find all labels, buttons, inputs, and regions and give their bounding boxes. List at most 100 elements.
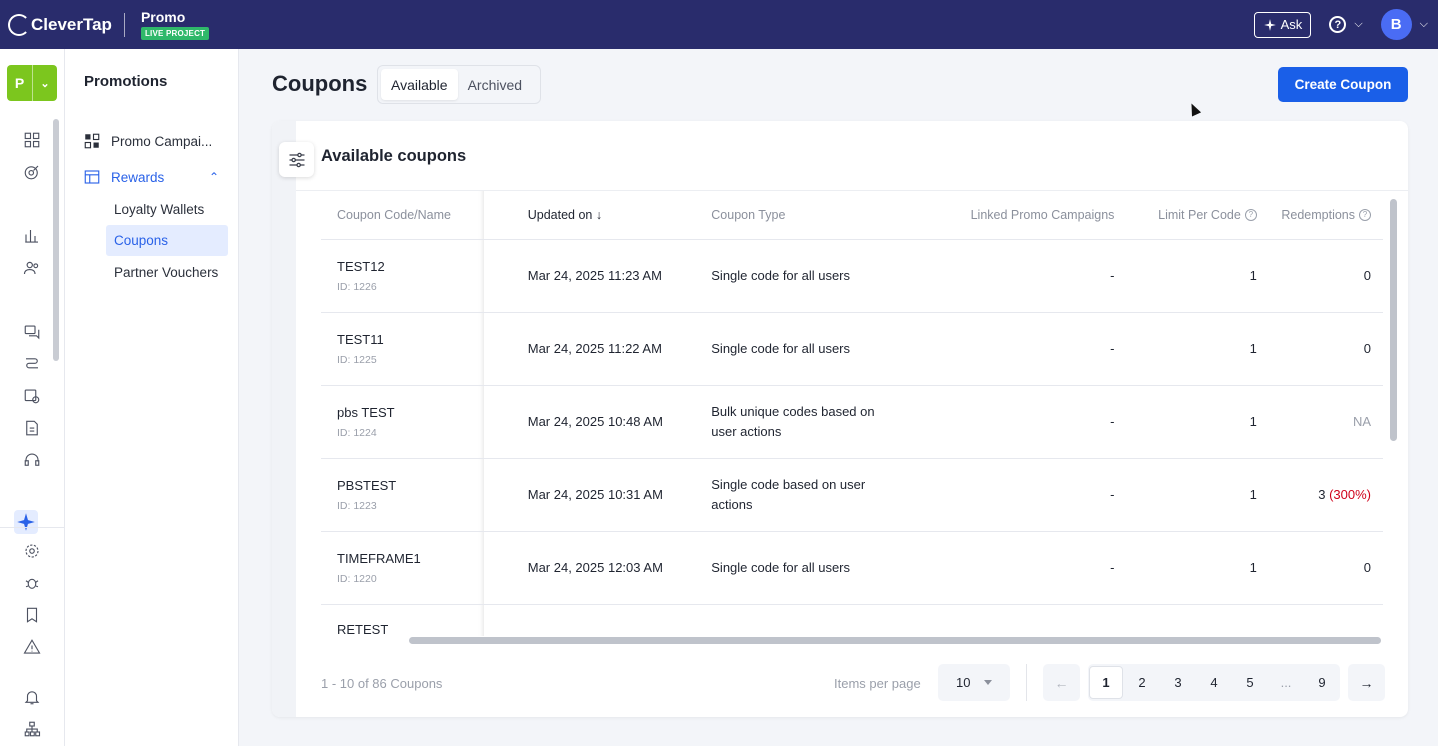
table-row[interactable]: TIMEFRAME1 ID: 1220 Mar 24, 2025 12:03 AM… <box>321 531 1383 605</box>
logo-mark-icon <box>8 13 30 36</box>
catalog-icon[interactable] <box>22 418 42 438</box>
table-header-row: Coupon Code/Name Updated on ↓ Coupon Typ… <box>321 191 1383 240</box>
user-avatar[interactable]: B <box>1380 9 1412 40</box>
users-icon[interactable] <box>22 258 42 278</box>
coupons-table: Coupon Code/Name Updated on ↓ Coupon Typ… <box>321 191 1383 636</box>
prev-page-arrow-icon[interactable]: ← <box>1043 664 1080 701</box>
coupon-name-cell: TEST12 ID: 1226 <box>321 239 484 313</box>
table-row[interactable]: PBSTEST ID: 1223 Mar 24, 2025 10:31 AM Si… <box>321 458 1383 532</box>
limit-per-code-cell: 1 <box>1114 239 1257 313</box>
redemptions-value: NA <box>1352 414 1371 429</box>
docs-bookmark-icon[interactable] <box>22 605 42 625</box>
items-per-page-value: 10 <box>956 675 971 690</box>
coupon-name[interactable]: TIMEFRAME1 <box>337 550 421 566</box>
coupon-type-cell: Bulk unique codes based on user actions <box>691 385 911 459</box>
col-limit-per-code[interactable]: Limit Per Code? <box>1114 191 1257 240</box>
table-row[interactable]: TEST11 ID: 1225 Mar 24, 2025 11:22 AM Sin… <box>321 312 1383 386</box>
table-horizontal-scrollbar[interactable] <box>409 637 1381 644</box>
tab-available[interactable]: Available <box>381 69 458 100</box>
coupon-name-cell: RETEST <box>321 604 484 636</box>
page-5[interactable]: 5 <box>1246 675 1254 690</box>
table-row[interactable]: pbs TEST ID: 1224 Mar 24, 2025 10:48 AM B… <box>321 385 1383 459</box>
chevron-up-icon[interactable]: ⌃ <box>209 170 220 184</box>
ask-button[interactable]: Ask <box>1253 11 1312 38</box>
coupons-card: Available coupons Coupon Code/Name Updat… <box>272 121 1408 717</box>
debug-bug-icon[interactable] <box>22 573 42 593</box>
coupon-id: ID: 1226 <box>337 280 377 293</box>
info-icon[interactable]: ? <box>1244 209 1257 222</box>
nav-loyalty-wallets[interactable]: Loyalty Wallets <box>114 202 205 217</box>
table-vertical-scrollbar[interactable] <box>1390 199 1397 441</box>
redemptions-cell: 0 <box>1256 531 1383 605</box>
analytics-bar-icon[interactable] <box>22 226 42 246</box>
coupon-name[interactable]: pbs TEST <box>337 404 395 420</box>
support-icon[interactable] <box>22 450 42 470</box>
info-icon[interactable]: ? <box>1359 209 1371 222</box>
col-redemptions[interactable]: Redemptions? <box>1256 191 1383 240</box>
notifications-bell-icon[interactable] <box>22 687 42 707</box>
dashboard-icon[interactable] <box>22 130 42 150</box>
coupon-name[interactable]: TEST11 <box>337 331 384 347</box>
nav-rewards-label: Rewards <box>111 169 165 185</box>
coupon-id: ID: 1220 <box>337 572 377 585</box>
items-per-page-select[interactable]: 10 <box>938 664 1010 701</box>
redemptions-cell: NA <box>1256 385 1383 459</box>
campaign-history-icon[interactable] <box>22 386 42 406</box>
ask-label: Ask <box>1280 17 1303 32</box>
filter-button[interactable] <box>279 142 314 177</box>
user-menu-chevron-down-icon[interactable]: ⌵ <box>1419 18 1428 30</box>
project-switcher[interactable]: P ⌄ <box>7 65 57 101</box>
nav-partner-vouchers[interactable]: Partner Vouchers <box>114 265 219 280</box>
icon-rail: P ⌄ <box>0 49 65 746</box>
page-2[interactable]: 2 <box>1138 675 1146 690</box>
limit-per-code-cell: 1 <box>1114 312 1257 386</box>
coupon-name-cell: PBSTEST ID: 1223 <box>321 458 484 532</box>
col-linked-campaigns[interactable]: Linked Promo Campaigns <box>910 191 1115 240</box>
pagination-summary: 1 - 10 of 86 Coupons <box>321 676 443 691</box>
clevertap-logo[interactable]: CleverTap <box>8 13 112 36</box>
rail-scrollbar[interactable] <box>53 119 59 361</box>
coupon-name[interactable]: TEST12 <box>337 258 385 274</box>
col-updated-on[interactable]: Updated on ↓ <box>483 191 692 240</box>
coupon-name[interactable]: RETEST <box>337 621 389 637</box>
promotions-sparkle-icon[interactable] <box>14 510 38 534</box>
col-coupon-type[interactable]: Coupon Type <box>691 191 911 240</box>
redemptions-value: 0 <box>1363 560 1371 575</box>
col-coupon-code[interactable]: Coupon Code/Name <box>321 191 484 240</box>
table-row[interactable]: RETEST <box>321 604 1383 636</box>
tab-archived[interactable]: Archived <box>467 76 523 93</box>
settings-gear-icon[interactable] <box>22 541 42 561</box>
page-9[interactable]: 9 <box>1318 675 1326 690</box>
table-row[interactable]: TEST12 ID: 1226 Mar 24, 2025 11:23 AM Sin… <box>321 239 1383 313</box>
card-title: Available coupons <box>321 147 467 165</box>
target-icon[interactable] <box>22 162 42 182</box>
nav-coupons[interactable]: Coupons <box>106 225 228 256</box>
updated-on-cell: Mar 24, 2025 10:48 AM <box>483 385 692 459</box>
help-chevron-down-icon[interactable]: ⌵ <box>1354 18 1363 30</box>
brand-name: CleverTap <box>31 14 112 34</box>
coupon-name[interactable]: PBSTEST <box>337 477 397 493</box>
linked-campaigns-cell: - <box>910 239 1115 313</box>
org-hierarchy-icon[interactable] <box>22 719 42 739</box>
page-4[interactable]: 4 <box>1210 675 1218 690</box>
coupon-id: ID: 1224 <box>337 426 377 439</box>
updated-on-cell: Mar 24, 2025 10:31 AM <box>483 458 692 532</box>
next-page-arrow-icon[interactable]: → <box>1348 664 1385 701</box>
nav-promo-campaigns[interactable]: Promo Campai... <box>83 132 212 150</box>
alerts-warning-icon[interactable] <box>22 637 42 657</box>
journeys-icon[interactable] <box>22 354 42 374</box>
create-coupon-button[interactable]: Create Coupon <box>1278 67 1408 102</box>
nav-rewards[interactable]: Rewards <box>83 168 164 186</box>
top-bar: CleverTap Promo LIVE PROJECT Ask ? ⌵ B ⌵ <box>0 0 1438 49</box>
coupon-id: ID: 1225 <box>337 353 377 366</box>
live-project-badge: LIVE PROJECT <box>140 27 210 40</box>
redemptions-value: 3 <box>1318 487 1326 502</box>
sort-arrow-down-icon[interactable]: ↓ <box>595 207 603 222</box>
project-initial: P <box>14 75 25 91</box>
messages-icon[interactable] <box>22 322 42 342</box>
help-icon[interactable]: ? <box>1329 16 1347 33</box>
coupon-type-cell <box>691 604 911 636</box>
page-1[interactable]: 1 <box>1089 666 1123 699</box>
mouse-cursor-icon <box>1186 101 1202 117</box>
page-3[interactable]: 3 <box>1174 675 1182 690</box>
